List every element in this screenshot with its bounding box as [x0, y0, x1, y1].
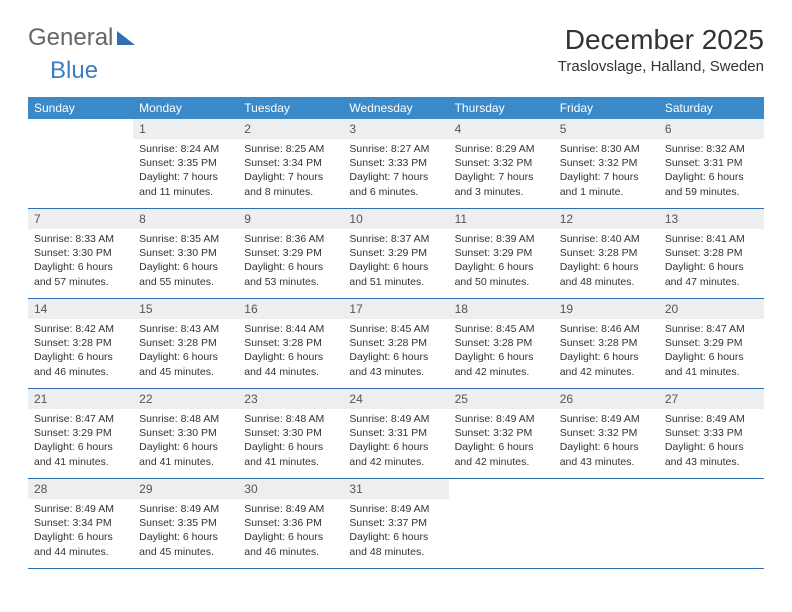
day-details: Sunrise: 8:37 AM Sunset: 3:29 PM Dayligh… — [343, 229, 448, 299]
day-number: 29 — [133, 479, 238, 500]
day-number: 21 — [28, 389, 133, 410]
weekday-header: Wednesday — [343, 97, 448, 119]
day-number: 8 — [133, 209, 238, 230]
day-number: 1 — [133, 119, 238, 139]
daynum-row: 14151617181920 — [28, 299, 764, 320]
day-details: Sunrise: 8:32 AM Sunset: 3:31 PM Dayligh… — [659, 139, 764, 209]
day-number — [659, 479, 764, 500]
day-details: Sunrise: 8:45 AM Sunset: 3:28 PM Dayligh… — [343, 319, 448, 389]
weekday-header-row: Sunday Monday Tuesday Wednesday Thursday… — [28, 97, 764, 119]
day-number: 5 — [554, 119, 659, 139]
calendar-table: Sunday Monday Tuesday Wednesday Thursday… — [28, 97, 764, 569]
weekday-header: Monday — [133, 97, 238, 119]
day-number: 19 — [554, 299, 659, 320]
day-number: 14 — [28, 299, 133, 320]
weekday-header: Friday — [554, 97, 659, 119]
day-number: 23 — [238, 389, 343, 410]
page-title: December 2025 — [558, 24, 764, 56]
day-details: Sunrise: 8:46 AM Sunset: 3:28 PM Dayligh… — [554, 319, 659, 389]
day-number: 12 — [554, 209, 659, 230]
day-details — [449, 499, 554, 569]
day-details: Sunrise: 8:43 AM Sunset: 3:28 PM Dayligh… — [133, 319, 238, 389]
day-details: Sunrise: 8:33 AM Sunset: 3:30 PM Dayligh… — [28, 229, 133, 299]
day-number: 4 — [449, 119, 554, 139]
day-details: Sunrise: 8:27 AM Sunset: 3:33 PM Dayligh… — [343, 139, 448, 209]
day-number — [28, 119, 133, 139]
day-details: Sunrise: 8:29 AM Sunset: 3:32 PM Dayligh… — [449, 139, 554, 209]
day-details: Sunrise: 8:48 AM Sunset: 3:30 PM Dayligh… — [133, 409, 238, 479]
day-number: 10 — [343, 209, 448, 230]
day-number — [449, 479, 554, 500]
logo: General — [28, 24, 137, 52]
day-details: Sunrise: 8:49 AM Sunset: 3:37 PM Dayligh… — [343, 499, 448, 569]
day-details: Sunrise: 8:39 AM Sunset: 3:29 PM Dayligh… — [449, 229, 554, 299]
day-details: Sunrise: 8:49 AM Sunset: 3:31 PM Dayligh… — [343, 409, 448, 479]
weekday-header: Saturday — [659, 97, 764, 119]
day-details: Sunrise: 8:49 AM Sunset: 3:33 PM Dayligh… — [659, 409, 764, 479]
day-details: Sunrise: 8:49 AM Sunset: 3:34 PM Dayligh… — [28, 499, 133, 569]
logo-text-general: General — [28, 24, 113, 52]
logo-text-blue: Blue — [50, 57, 98, 84]
day-details: Sunrise: 8:42 AM Sunset: 3:28 PM Dayligh… — [28, 319, 133, 389]
day-number: 16 — [238, 299, 343, 320]
day-number: 17 — [343, 299, 448, 320]
day-details: Sunrise: 8:45 AM Sunset: 3:28 PM Dayligh… — [449, 319, 554, 389]
day-number: 30 — [238, 479, 343, 500]
day-details — [554, 499, 659, 569]
day-details — [659, 499, 764, 569]
day-number: 6 — [659, 119, 764, 139]
day-details: Sunrise: 8:25 AM Sunset: 3:34 PM Dayligh… — [238, 139, 343, 209]
day-details: Sunrise: 8:49 AM Sunset: 3:32 PM Dayligh… — [554, 409, 659, 479]
day-number: 2 — [238, 119, 343, 139]
day-number: 24 — [343, 389, 448, 410]
details-row: Sunrise: 8:42 AM Sunset: 3:28 PM Dayligh… — [28, 319, 764, 389]
details-row: Sunrise: 8:24 AM Sunset: 3:35 PM Dayligh… — [28, 139, 764, 209]
day-details: Sunrise: 8:47 AM Sunset: 3:29 PM Dayligh… — [659, 319, 764, 389]
details-row: Sunrise: 8:49 AM Sunset: 3:34 PM Dayligh… — [28, 499, 764, 569]
day-number: 9 — [238, 209, 343, 230]
day-details — [28, 139, 133, 209]
details-row: Sunrise: 8:33 AM Sunset: 3:30 PM Dayligh… — [28, 229, 764, 299]
day-number: 28 — [28, 479, 133, 500]
daynum-row: 123456 — [28, 119, 764, 139]
day-details: Sunrise: 8:44 AM Sunset: 3:28 PM Dayligh… — [238, 319, 343, 389]
day-number: 26 — [554, 389, 659, 410]
day-details: Sunrise: 8:30 AM Sunset: 3:32 PM Dayligh… — [554, 139, 659, 209]
weekday-header: Sunday — [28, 97, 133, 119]
day-number: 11 — [449, 209, 554, 230]
day-details: Sunrise: 8:49 AM Sunset: 3:35 PM Dayligh… — [133, 499, 238, 569]
title-block: December 2025 Traslovslage, Halland, Swe… — [558, 24, 764, 75]
calendar-body: 123456Sunrise: 8:24 AM Sunset: 3:35 PM D… — [28, 119, 764, 569]
day-details: Sunrise: 8:35 AM Sunset: 3:30 PM Dayligh… — [133, 229, 238, 299]
day-number: 22 — [133, 389, 238, 410]
day-details: Sunrise: 8:41 AM Sunset: 3:28 PM Dayligh… — [659, 229, 764, 299]
day-number: 18 — [449, 299, 554, 320]
day-number: 13 — [659, 209, 764, 230]
day-number: 31 — [343, 479, 448, 500]
day-number: 7 — [28, 209, 133, 230]
details-row: Sunrise: 8:47 AM Sunset: 3:29 PM Dayligh… — [28, 409, 764, 479]
day-details: Sunrise: 8:48 AM Sunset: 3:30 PM Dayligh… — [238, 409, 343, 479]
weekday-header: Thursday — [449, 97, 554, 119]
day-details: Sunrise: 8:49 AM Sunset: 3:32 PM Dayligh… — [449, 409, 554, 479]
day-number: 3 — [343, 119, 448, 139]
daynum-row: 21222324252627 — [28, 389, 764, 410]
daynum-row: 78910111213 — [28, 209, 764, 230]
day-details: Sunrise: 8:40 AM Sunset: 3:28 PM Dayligh… — [554, 229, 659, 299]
day-number: 27 — [659, 389, 764, 410]
day-details: Sunrise: 8:24 AM Sunset: 3:35 PM Dayligh… — [133, 139, 238, 209]
day-details: Sunrise: 8:49 AM Sunset: 3:36 PM Dayligh… — [238, 499, 343, 569]
location-subtitle: Traslovslage, Halland, Sweden — [558, 58, 764, 75]
day-number: 25 — [449, 389, 554, 410]
day-details: Sunrise: 8:47 AM Sunset: 3:29 PM Dayligh… — [28, 409, 133, 479]
day-number — [554, 479, 659, 500]
day-number: 20 — [659, 299, 764, 320]
daynum-row: 28293031 — [28, 479, 764, 500]
day-details: Sunrise: 8:36 AM Sunset: 3:29 PM Dayligh… — [238, 229, 343, 299]
day-number: 15 — [133, 299, 238, 320]
weekday-header: Tuesday — [238, 97, 343, 119]
sail-icon — [117, 31, 135, 45]
